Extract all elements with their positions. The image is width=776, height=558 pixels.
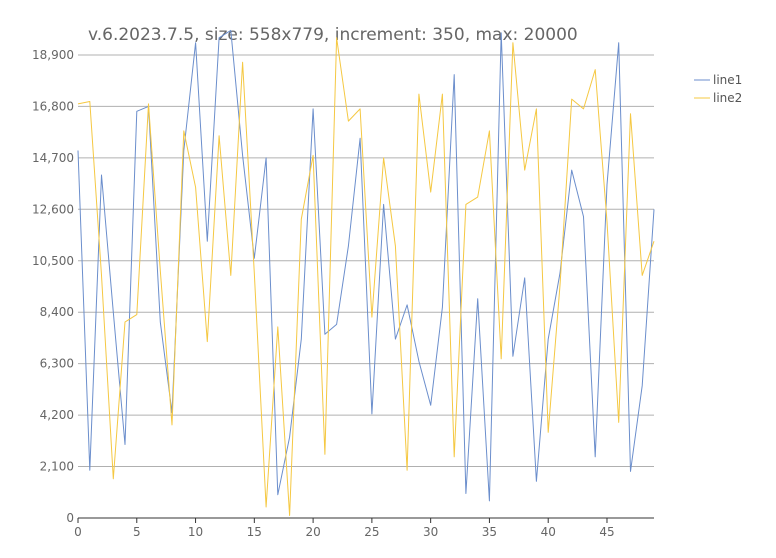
y-tick-label: 8,400 (40, 305, 74, 319)
x-tick-label: 45 (599, 525, 614, 539)
y-tick-label: 12,600 (32, 202, 74, 216)
x-tick-label: 10 (188, 525, 203, 539)
x-tick-label: 30 (423, 525, 438, 539)
y-axis-tick-labels: 0 2,100 4,200 6,300 8,400 10,500 12,600 14,700 1… (32, 48, 74, 525)
legend-label-line2: line2 (713, 91, 742, 105)
x-tick-label: 25 (364, 525, 379, 539)
y-tick-label: 18,900 (32, 48, 74, 62)
y-tick-label: 4,200 (40, 408, 74, 422)
y-tick-label: 10,500 (32, 254, 74, 268)
gridlines (78, 54, 654, 468)
x-tick-label: 20 (305, 525, 320, 539)
x-axis-ticks: 0 5 10 15 20 25 30 35 40 45 (74, 518, 615, 539)
y-tick-label: 0 (66, 511, 74, 525)
legend-label-line1: line1 (713, 73, 742, 87)
x-tick-label: 35 (482, 525, 497, 539)
x-tick-label: 40 (541, 525, 556, 539)
series-line-line1 (77, 29, 655, 502)
x-tick-label: 0 (74, 525, 82, 539)
x-tick-label: 5 (133, 525, 141, 539)
series-line-line2 (77, 37, 655, 516)
y-tick-label: 14,700 (32, 151, 74, 165)
y-tick-label: 16,800 (32, 99, 74, 113)
legend: line1 line2 (694, 73, 742, 105)
chart-title: v.6.2023.7.5, size: 558x779, increment: … (88, 25, 578, 45)
x-tick-label: 15 (247, 525, 262, 539)
y-tick-label: 6,300 (40, 357, 74, 371)
series-layer (77, 29, 655, 516)
y-tick-label: 2,100 (40, 460, 74, 474)
